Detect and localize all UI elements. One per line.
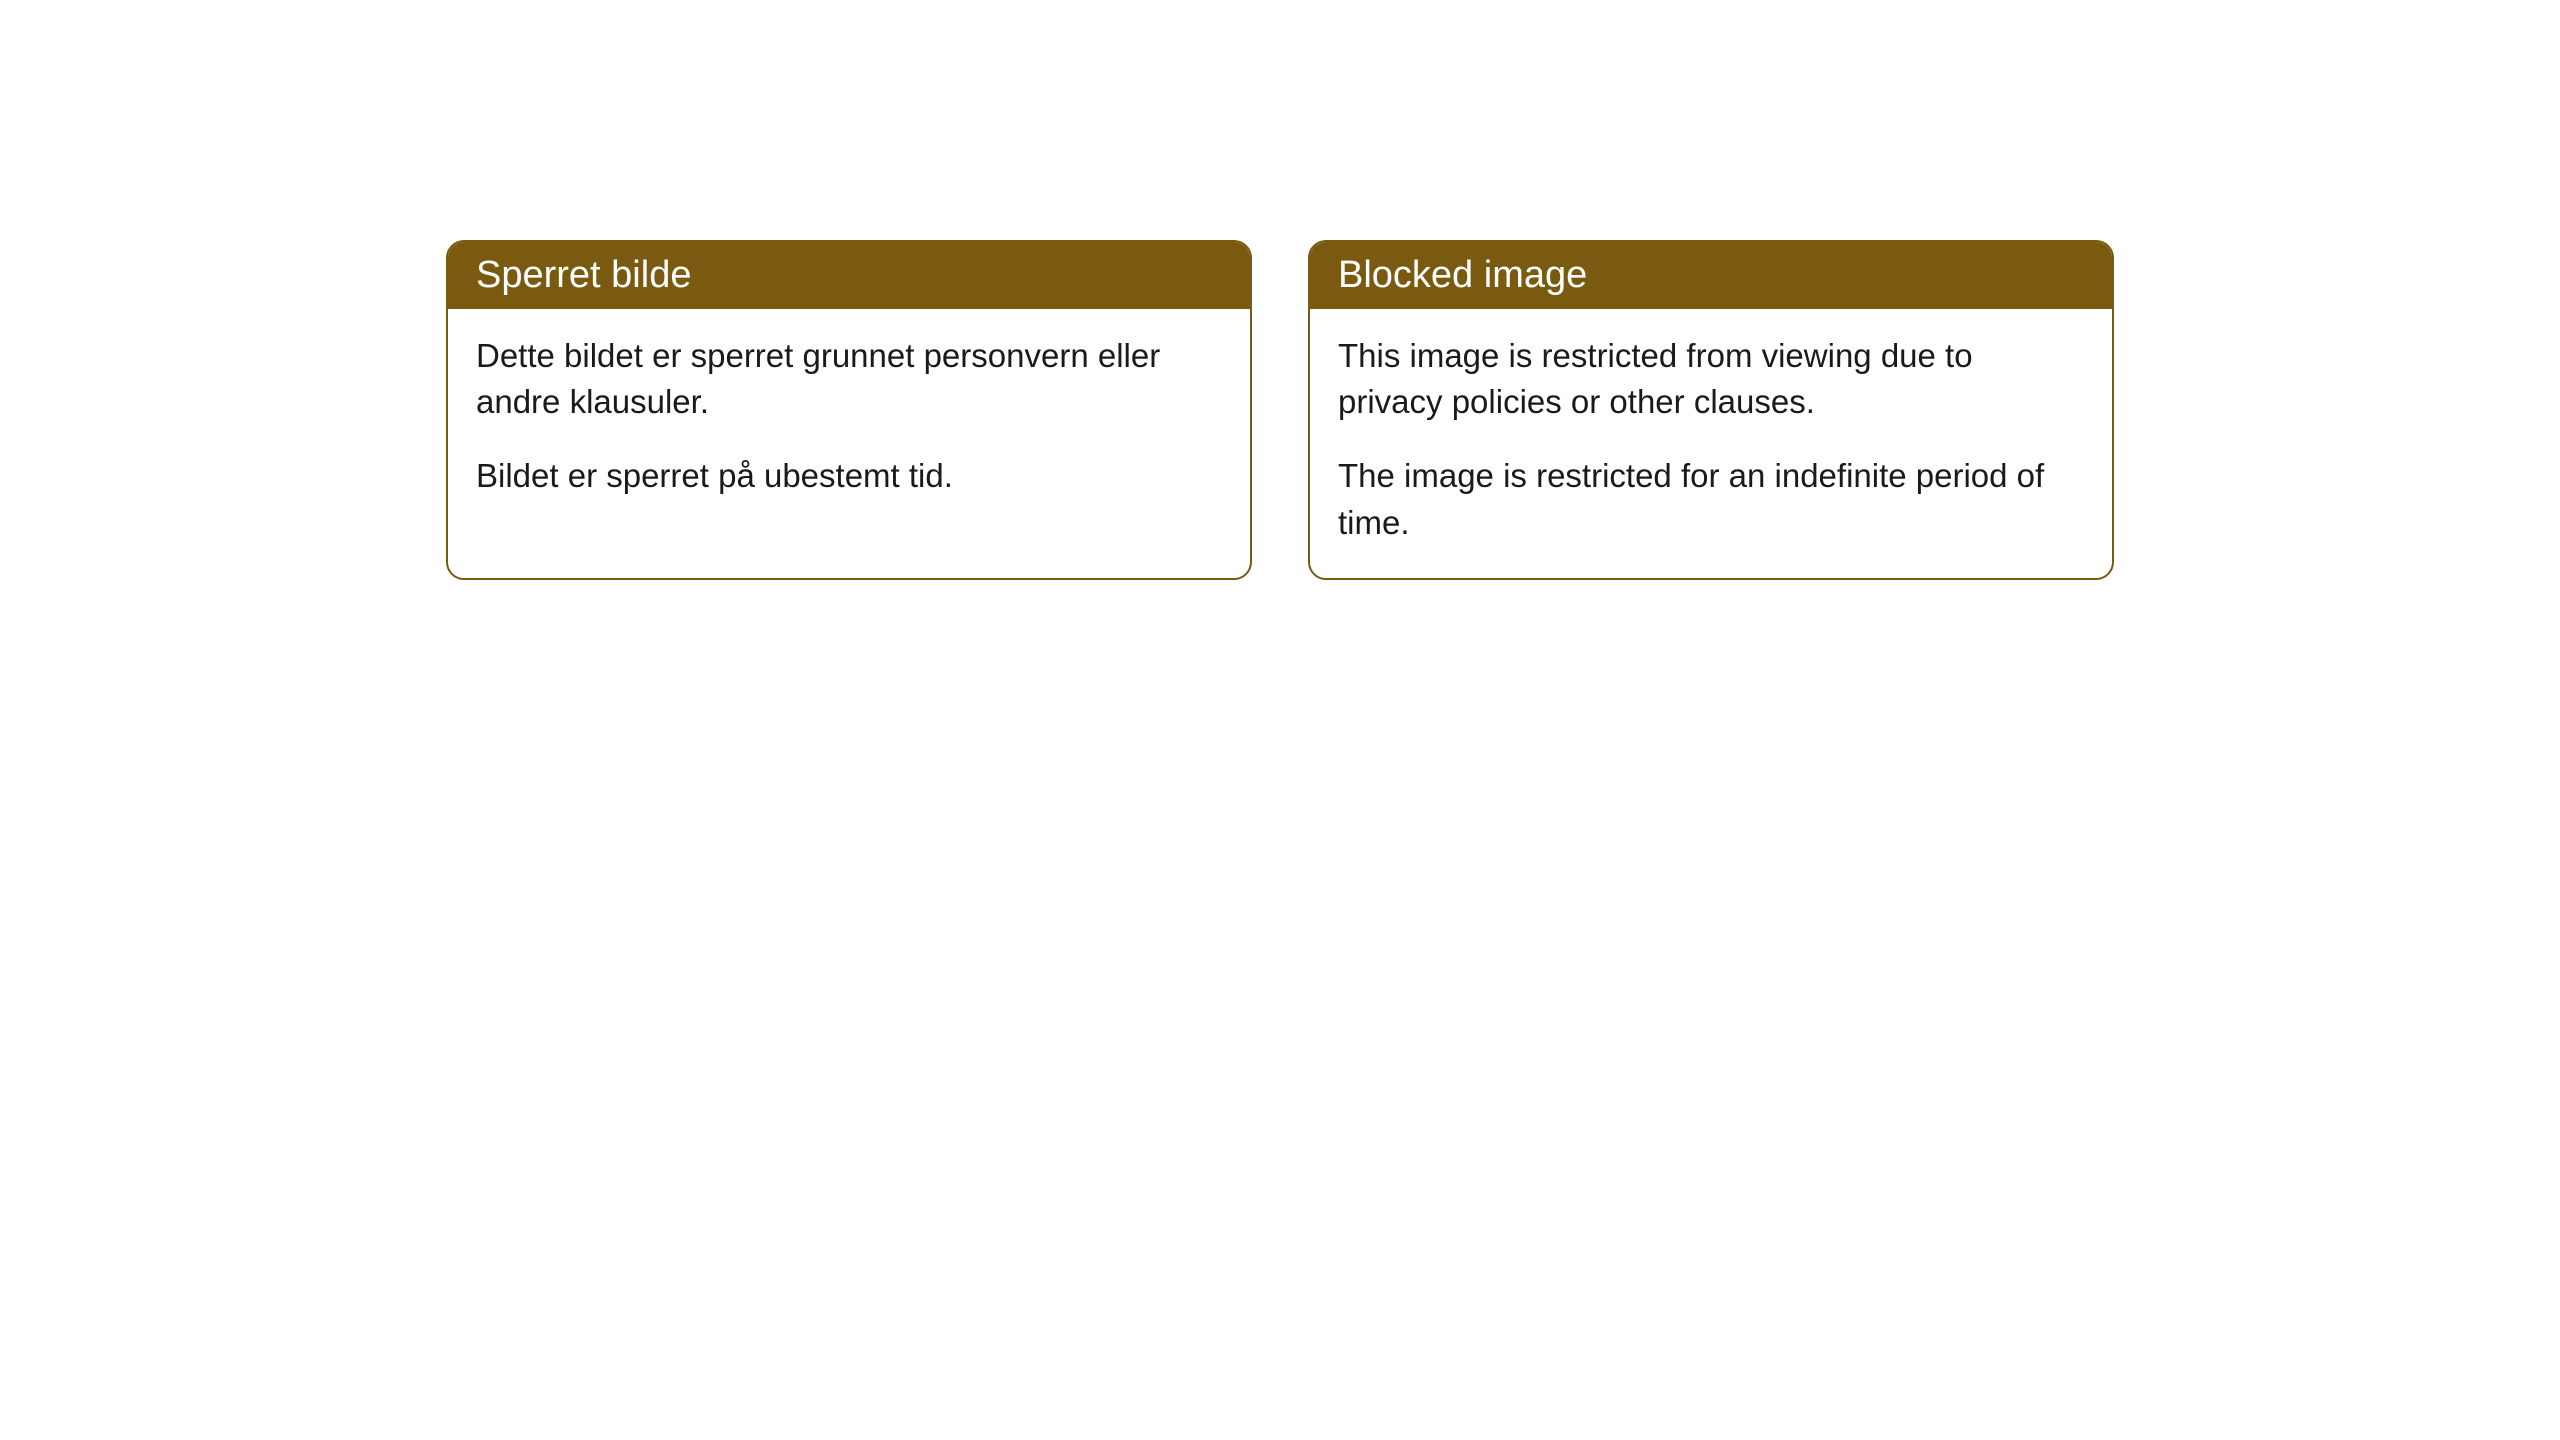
- notice-card-english: Blocked image This image is restricted f…: [1308, 240, 2114, 580]
- notice-container: Sperret bilde Dette bildet er sperret gr…: [0, 240, 2560, 580]
- card-title: Sperret bilde: [476, 254, 691, 296]
- card-header: Sperret bilde: [448, 242, 1250, 309]
- card-title: Blocked image: [1338, 254, 1587, 296]
- notice-card-norwegian: Sperret bilde Dette bildet er sperret gr…: [446, 240, 1252, 580]
- card-paragraph: The image is restricted for an indefinit…: [1338, 453, 2084, 545]
- card-header: Blocked image: [1310, 242, 2112, 309]
- card-paragraph: Bildet er sperret på ubestemt tid.: [476, 453, 1222, 499]
- card-body: This image is restricted from viewing du…: [1310, 309, 2112, 578]
- card-paragraph: Dette bildet er sperret grunnet personve…: [476, 333, 1222, 425]
- card-body: Dette bildet er sperret grunnet personve…: [448, 309, 1250, 532]
- card-paragraph: This image is restricted from viewing du…: [1338, 333, 2084, 425]
